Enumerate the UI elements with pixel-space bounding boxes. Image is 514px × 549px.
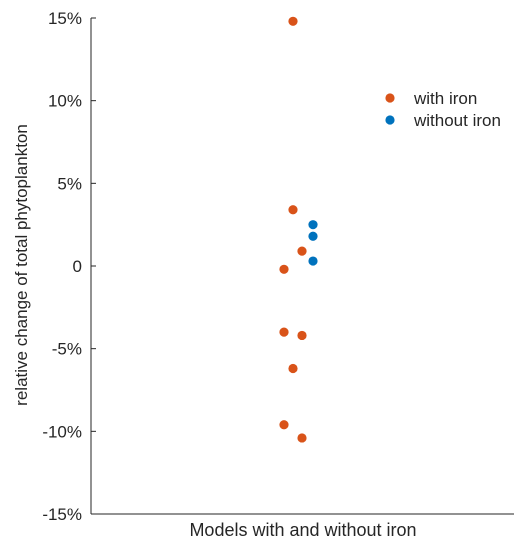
legend-marker <box>385 115 395 125</box>
y-tick-label: 5% <box>57 174 82 193</box>
data-point-with-iron <box>297 246 307 256</box>
data-point-with-iron <box>297 433 307 443</box>
y-tick-label: -15% <box>42 505 82 524</box>
y-tick-label: 10% <box>48 92 82 111</box>
x-axis-label: Models with and without iron <box>189 520 416 540</box>
data-point-without-iron <box>308 231 318 241</box>
data-point-with-iron <box>288 205 298 215</box>
data-points <box>279 16 318 443</box>
legend-label: without iron <box>413 111 501 130</box>
data-point-with-iron <box>288 363 298 374</box>
data-point-with-iron <box>288 16 298 26</box>
y-tick-label: 15% <box>48 9 82 28</box>
data-point-with-iron <box>297 330 307 341</box>
data-point-with-iron <box>279 264 289 274</box>
data-point-without-iron <box>308 256 318 266</box>
axes: -15% -10% -5% 0 5% 10% 15% <box>42 9 514 524</box>
y-tick-label: -10% <box>42 422 82 441</box>
legend-marker <box>385 93 395 103</box>
data-point-without-iron <box>308 220 318 230</box>
data-point-with-iron <box>279 420 289 430</box>
y-axis-label: relative change of total phytoplankton <box>12 124 31 406</box>
legend: with iron without iron <box>385 89 501 130</box>
y-tick-label: 0 <box>73 257 82 276</box>
y-tick-label: -5% <box>52 340 82 359</box>
legend-label: with iron <box>413 89 477 108</box>
data-point-with-iron <box>279 327 289 337</box>
